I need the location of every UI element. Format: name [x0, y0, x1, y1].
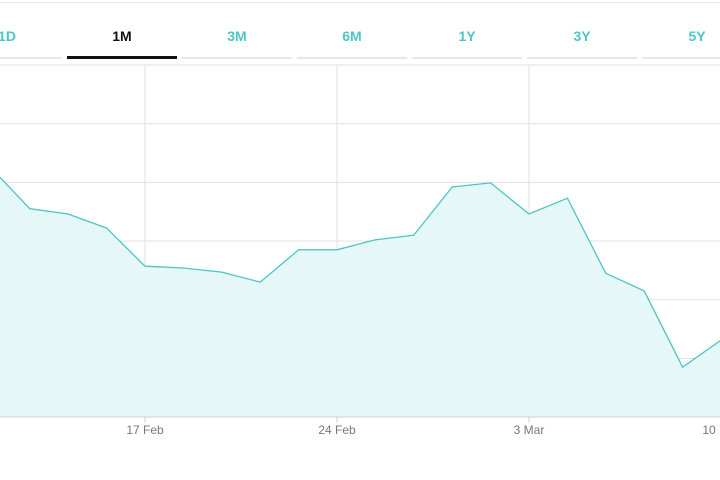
tab-underline [0, 57, 62, 59]
tab[interactable]: 3Y [573, 28, 591, 44]
plot-area: 17 Feb 24 Feb 3 Mar 10 Mar [0, 64, 720, 437]
tab-underline-active [67, 56, 177, 59]
tab[interactable]: 5Y [688, 28, 706, 44]
area-fill [0, 177, 720, 417]
tab-underline [642, 57, 720, 59]
tab-bar: 1D 1M 3M 6M 1Y 3Y 5Y [0, 28, 720, 59]
tab-underline [182, 57, 292, 59]
x-tick-label: 3 Mar [514, 423, 545, 437]
x-tick-label: 10 Mar [702, 423, 720, 437]
tab-underline [412, 57, 522, 59]
price-line [0, 176, 720, 369]
tab[interactable]: 6M [342, 28, 361, 44]
x-tick-label: 24 Feb [318, 423, 356, 437]
tab[interactable]: 1D [0, 28, 16, 44]
tab-underline [527, 57, 637, 59]
tab[interactable]: 1Y [458, 28, 476, 44]
x-tick-label: 17 Feb [126, 423, 164, 437]
tab[interactable]: 1M [112, 28, 131, 44]
tab-underline [297, 57, 407, 59]
tab[interactable]: 3M [227, 28, 246, 44]
